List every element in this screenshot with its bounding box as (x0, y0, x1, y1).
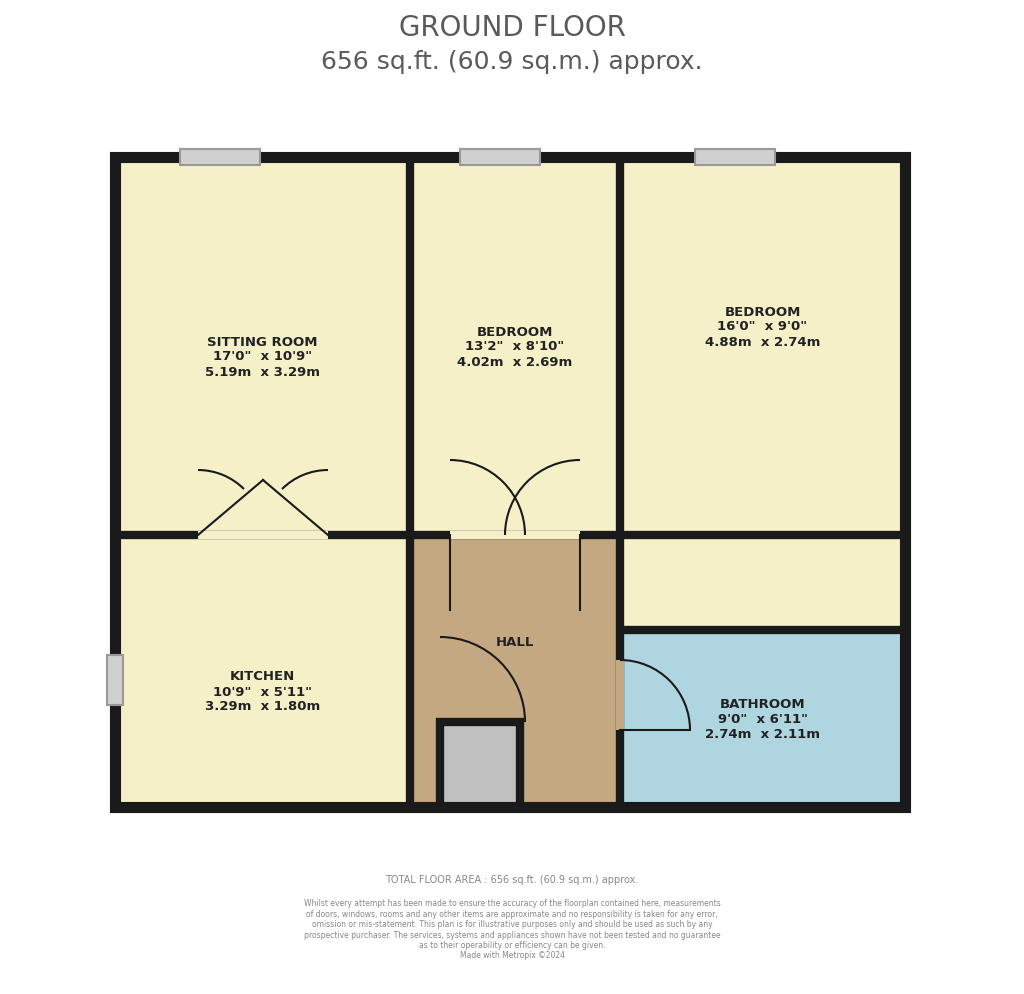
Text: Whilst every attempt has been made to ensure the accuracy of the floorplan conta: Whilst every attempt has been made to en… (304, 899, 720, 959)
Text: KITCHEN
10'9"  x 5'11"
3.29m  x 1.80m: KITCHEN 10'9" x 5'11" 3.29m x 1.80m (205, 670, 321, 713)
Bar (198, 532, 328, 540)
Text: BEDROOM
13'2"  x 8'10"
4.02m  x 2.69m: BEDROOM 13'2" x 8'10" 4.02m x 2.69m (458, 325, 572, 368)
Bar (115, 536, 410, 807)
Bar (616, 660, 624, 731)
Bar (180, 150, 260, 166)
Bar (695, 150, 775, 166)
Bar (620, 536, 905, 630)
Bar (440, 723, 520, 807)
Bar (620, 630, 905, 807)
Bar (410, 158, 620, 536)
Text: 656 sq.ft. (60.9 sq.m.) approx.: 656 sq.ft. (60.9 sq.m.) approx. (322, 50, 702, 74)
Text: TOTAL FLOOR AREA : 656 sq.ft. (60.9 sq.m.) approx.: TOTAL FLOOR AREA : 656 sq.ft. (60.9 sq.m… (385, 874, 639, 884)
Bar (410, 536, 620, 807)
Bar (620, 158, 905, 536)
Text: BATHROOM
9'0"  x 6'11"
2.74m  x 2.11m: BATHROOM 9'0" x 6'11" 2.74m x 2.11m (705, 698, 820, 741)
Text: SITTING ROOM
17'0"  x 10'9"
5.19m  x 3.29m: SITTING ROOM 17'0" x 10'9" 5.19m x 3.29m (205, 335, 321, 378)
Bar (450, 532, 525, 540)
Bar (106, 655, 123, 706)
Bar (460, 150, 540, 166)
Text: GROUND FLOOR: GROUND FLOOR (398, 14, 626, 42)
Bar (505, 532, 580, 540)
Bar (115, 158, 905, 807)
Bar (440, 723, 520, 807)
Bar (115, 158, 410, 536)
Text: BEDROOM
16'0"  x 9'0"
4.88m  x 2.74m: BEDROOM 16'0" x 9'0" 4.88m x 2.74m (705, 305, 820, 348)
Text: HALL: HALL (496, 635, 535, 648)
